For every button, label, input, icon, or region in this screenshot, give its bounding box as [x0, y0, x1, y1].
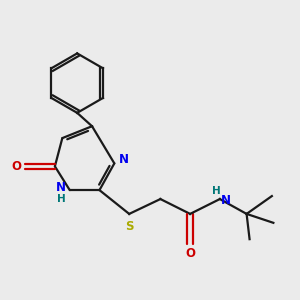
Text: O: O: [186, 247, 196, 260]
Text: S: S: [125, 220, 134, 233]
Text: H: H: [212, 186, 221, 196]
Text: N: N: [56, 181, 66, 194]
Text: H: H: [57, 194, 66, 204]
Text: O: O: [12, 160, 22, 173]
Text: N: N: [119, 153, 129, 166]
Text: N: N: [221, 194, 231, 207]
